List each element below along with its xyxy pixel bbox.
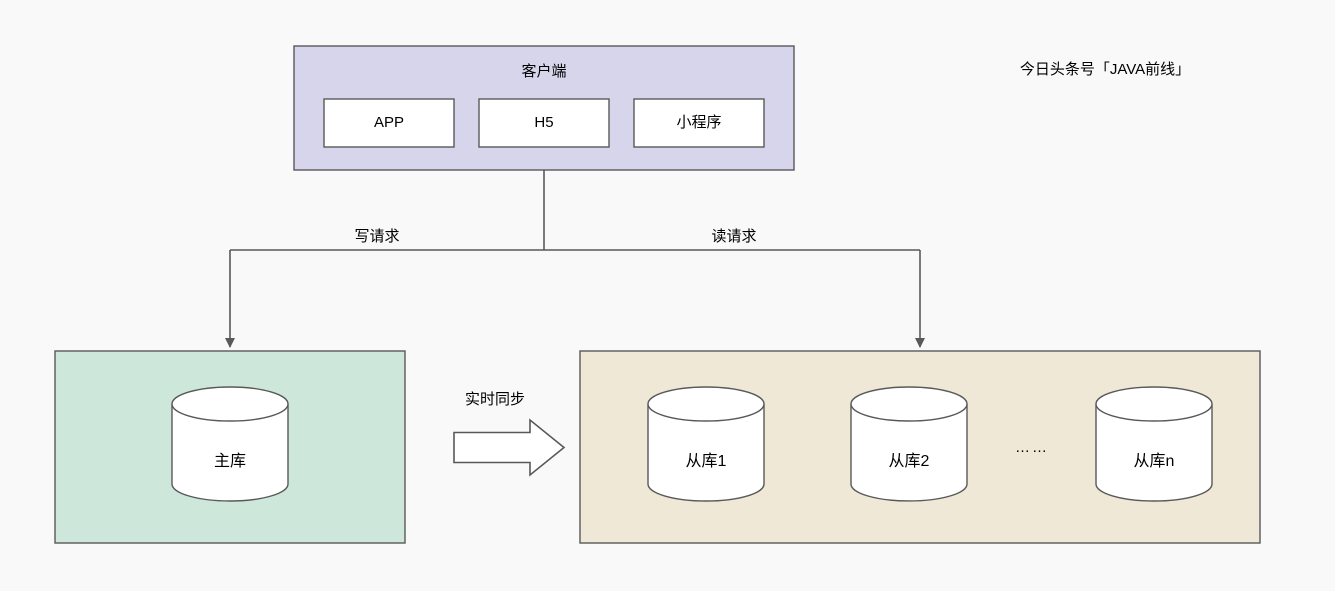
client-title: 客户端 bbox=[521, 63, 566, 80]
slave-db-2-icon bbox=[1096, 387, 1212, 501]
slave-ellipsis: …… bbox=[1015, 439, 1049, 456]
client-item-2-label: 小程序 bbox=[676, 114, 721, 131]
client-item-0-label: APP bbox=[374, 114, 404, 131]
slave-container: 从库1 从库2 从库n …… bbox=[580, 351, 1260, 543]
edge-read-label: 读请求 bbox=[711, 228, 756, 245]
slave-db-1-label: 从库2 bbox=[889, 452, 930, 470]
slave-db-1-icon bbox=[851, 387, 967, 501]
master-db-icon bbox=[172, 387, 288, 501]
client-container: 客户端 APP H5 小程序 bbox=[294, 46, 794, 170]
architecture-diagram: 今日头条号「JAVA前线」 客户端 APP H5 小程序主库 从库1 从库2 从库n …… 写请求… bbox=[0, 0, 1335, 591]
client-item-1-label: H5 bbox=[534, 114, 553, 131]
sync-arrow-label: 实时同步 bbox=[465, 391, 525, 408]
slave-db-0-label: 从库1 bbox=[686, 452, 727, 470]
master-container: 主库 bbox=[55, 351, 405, 543]
slave-db-0-icon bbox=[648, 387, 764, 501]
master-db-label: 主库 bbox=[214, 452, 246, 470]
slave-db-2-label: 从库n bbox=[1134, 452, 1175, 470]
edge-write-label: 写请求 bbox=[354, 228, 399, 245]
watermark: 今日头条号「JAVA前线」 bbox=[1020, 61, 1190, 78]
